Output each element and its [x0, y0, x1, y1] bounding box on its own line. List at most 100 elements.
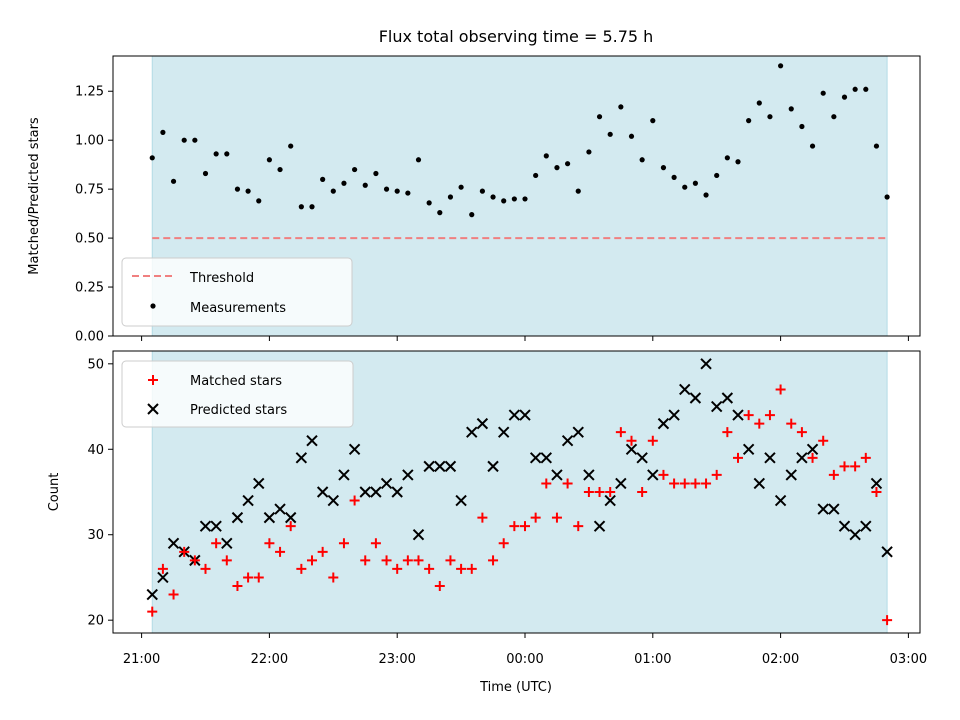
- predicted-stars-point: [625, 443, 638, 455]
- measurement-point: [298, 204, 304, 210]
- measurement-point: [490, 194, 496, 200]
- predicted-stars-point: [338, 469, 350, 481]
- x-tick-label-4: 01:00: [634, 652, 671, 667]
- measurement-point: [394, 188, 400, 194]
- measurement-point: [671, 174, 677, 180]
- matched-stars-point: [722, 427, 733, 438]
- bottom-y-tick-label-1: 30: [87, 528, 104, 543]
- matched-stars-point: [796, 427, 807, 438]
- matched-stars-point: [221, 555, 232, 566]
- bottom-legend-box: [121, 360, 354, 428]
- measurement-point: [703, 192, 709, 198]
- matched-stars-point: [243, 572, 254, 583]
- measurement-point: [650, 118, 656, 124]
- top-legend-box: [121, 257, 353, 327]
- measurement-point: [288, 143, 294, 149]
- measurement-point: [415, 157, 422, 163]
- matched-stars-point: [871, 487, 882, 497]
- predicted-stars-point: [487, 460, 499, 473]
- matched-stars-point: [530, 512, 541, 523]
- measurement-point: [575, 188, 581, 194]
- predicted-stars-point: [551, 469, 563, 481]
- matched-stars-point: [882, 615, 893, 626]
- x-tick-label-5: 02:00: [762, 652, 799, 667]
- measurement-point: [447, 194, 454, 200]
- measurement-point: [692, 180, 699, 186]
- matched-stars-point: [157, 563, 168, 574]
- measurement-point: [522, 196, 528, 202]
- matched-stars-point: [658, 469, 669, 480]
- matched-stars-point: [626, 435, 637, 446]
- predicted-stars-point: [210, 520, 222, 532]
- matched-stars-point: [860, 452, 871, 463]
- top-y-tick-label-5: 1.25: [75, 85, 104, 100]
- predicted-stars-point: [540, 452, 553, 464]
- measurement-point: [277, 166, 283, 173]
- matched-stars-point: [850, 461, 861, 472]
- top-y-tick-label-0: 0.00: [75, 330, 104, 345]
- predicted-stars-point: [700, 358, 712, 370]
- predicted-stars-point: [710, 400, 723, 413]
- predicted-stars-point: [668, 409, 680, 421]
- measurement-point: [565, 161, 571, 167]
- predicted-stars-point: [167, 537, 180, 549]
- matched-stars-point: [189, 555, 200, 566]
- predicted-stars-point: [231, 511, 244, 524]
- matched-stars-point: [615, 427, 626, 438]
- measurement-point: [266, 157, 272, 163]
- bottom-legend: Matched stars Predicted stars: [121, 360, 354, 428]
- measurements-legend-marker: [150, 303, 156, 309]
- measurement-point: [192, 137, 198, 143]
- measurement-point: [320, 176, 326, 182]
- matched-stars-point: [828, 469, 839, 480]
- predicted-stars-point: [146, 588, 158, 601]
- predicted-stars-point: [221, 537, 233, 549]
- matched-stars-point: [839, 461, 850, 472]
- bottom-x-axis: 21:00 22:00 23:00 00:00 01:00 02:00 03:00: [123, 633, 927, 667]
- matched-stars-point: [605, 487, 616, 497]
- predicted-stars-point: [615, 477, 627, 490]
- x-tick-label-2: 23:00: [378, 652, 415, 667]
- predicted-legend-marker: [147, 403, 159, 415]
- predicted-stars-point: [870, 477, 883, 490]
- matched-stars-point: [711, 469, 722, 480]
- matched-stars-point: [733, 452, 743, 463]
- predicted-stars-point: [657, 417, 670, 430]
- top-y-tick-label-2: 0.50: [75, 232, 104, 247]
- matched-stars-point: [509, 521, 520, 532]
- predicted-stars-point: [391, 486, 403, 498]
- predicted-stars-point: [860, 520, 872, 532]
- matched-stars-point: [402, 555, 413, 566]
- matched-stars-layer: [147, 384, 893, 626]
- matched-stars-point: [701, 478, 712, 489]
- matched-stars-point: [498, 538, 509, 549]
- matched-stars-point: [424, 563, 435, 574]
- predicted-stars-point: [572, 426, 584, 438]
- predicted-stars-point: [423, 460, 435, 473]
- predicted-stars-point: [348, 443, 361, 455]
- predicted-stars-point: [455, 494, 467, 507]
- predicted-stars-point: [444, 460, 457, 473]
- matched-stars-point: [594, 487, 605, 497]
- measurement-point: [213, 151, 219, 157]
- measurements-layer: [149, 63, 890, 218]
- threshold-legend-label: Threshold: [189, 271, 254, 286]
- predicted-stars-point: [828, 503, 840, 515]
- matched-stars-point: [200, 563, 211, 574]
- matched-stars-point: [392, 563, 403, 574]
- measurement-point: [501, 198, 507, 204]
- matched-stars-point: [413, 555, 424, 566]
- measurement-point: [618, 104, 624, 110]
- matched-stars-point: [488, 555, 499, 566]
- matched-stars-point: [211, 538, 222, 549]
- matched-stars-point: [647, 435, 658, 446]
- measurement-point: [202, 170, 209, 177]
- matched-stars-point: [807, 452, 818, 463]
- measurement-point: [714, 172, 720, 179]
- matched-stars-point: [349, 495, 360, 506]
- predicted-stars-point: [508, 409, 521, 421]
- matched-stars-point: [253, 572, 264, 583]
- bottom-y-tick-label-2: 40: [87, 443, 104, 458]
- measurement-point: [724, 155, 730, 161]
- matched-stars-point: [232, 581, 243, 591]
